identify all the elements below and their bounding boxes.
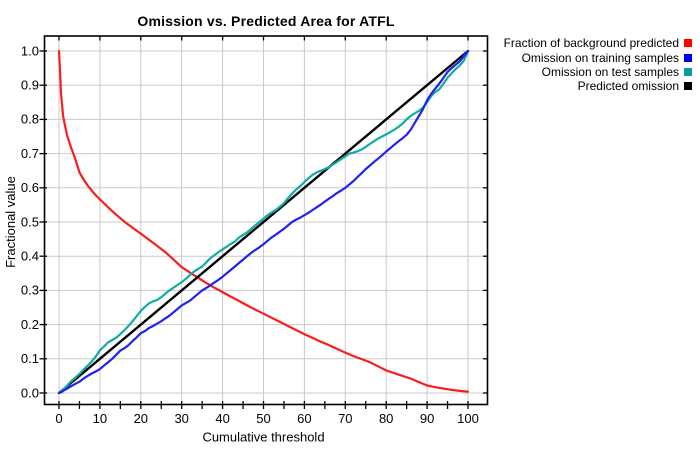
chart-title: Omission vs. Predicted Area for ATFL <box>137 13 395 29</box>
y-tick-label: 0.7 <box>21 146 39 161</box>
y-tick-labels: 0.0 0.1 0.2 0.3 0.4 0.5 0.6 0.7 0.8 0.9 1.0 <box>21 43 39 400</box>
x-tick-label: 0 <box>55 411 62 426</box>
legend-color-swatch <box>684 53 692 62</box>
legend-item-label: Fraction of background predicted <box>503 36 679 51</box>
legend-item-label: Omission on training samples <box>521 50 679 65</box>
x-tick-label: 100 <box>457 411 479 426</box>
y-tick-label: 1.0 <box>21 43 39 58</box>
axis-ticks <box>39 36 488 409</box>
y-tick-label: 0.1 <box>21 351 39 366</box>
x-tick-label: 50 <box>256 411 270 426</box>
plot-border <box>43 35 489 406</box>
legend-item-label: Predicted omission <box>577 79 679 94</box>
legend-item: Omission on training samples <box>504 50 692 65</box>
x-tick-labels: 0 10 20 30 40 50 60 70 80 90 100 <box>55 411 478 426</box>
y-tick-label: 0.4 <box>21 249 39 264</box>
x-axis-title: Cumulative threshold <box>202 430 324 445</box>
y-tick-label: 0.3 <box>21 283 39 298</box>
y-tick-label: 0.9 <box>21 78 39 93</box>
legend-item: Fraction of background predicted <box>504 36 692 50</box>
y-tick-label: 0.5 <box>21 214 39 229</box>
series-line-3 <box>57 49 470 395</box>
legend-item-label: Omission on test samples <box>541 64 679 79</box>
data-series <box>57 49 470 395</box>
x-tick-label: 40 <box>215 411 229 426</box>
series-line-2 <box>57 49 470 395</box>
x-tick-label: 70 <box>338 411 352 426</box>
y-tick-label: 0.0 <box>21 385 39 400</box>
x-tick-label: 60 <box>297 411 311 426</box>
x-tick-label: 10 <box>93 411 107 426</box>
legend-item: Omission on test samples <box>504 65 692 79</box>
legend-color-swatch <box>684 39 692 48</box>
x-tick-label: 30 <box>174 411 188 426</box>
gridlines <box>44 36 488 405</box>
series-line-0 <box>57 49 470 393</box>
x-tick-label: 90 <box>420 411 434 426</box>
x-tick-label: 80 <box>379 411 393 426</box>
y-tick-label: 0.8 <box>21 112 39 127</box>
y-tick-label: 0.6 <box>21 180 39 195</box>
x-tick-label: 20 <box>134 411 148 426</box>
legend-color-swatch <box>684 82 692 91</box>
legend: Fraction of background predicted Omission… <box>504 36 692 94</box>
legend-item: Predicted omission <box>504 79 692 93</box>
y-axis-title: Fractional value <box>3 176 18 268</box>
y-tick-label: 0.2 <box>21 317 39 332</box>
series-line-1 <box>57 49 470 395</box>
legend-color-swatch <box>684 67 692 76</box>
